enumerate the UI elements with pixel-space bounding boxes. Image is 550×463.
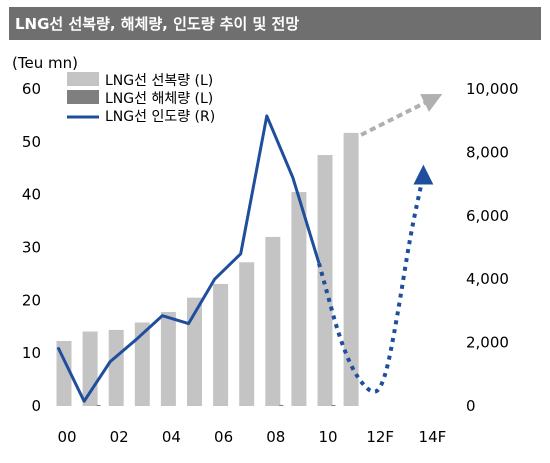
scrapping-bar — [279, 404, 284, 406]
unit-label: (Teu mn) — [12, 54, 78, 72]
x-tick-label: 14F — [419, 428, 447, 446]
capacity-bar — [134, 322, 150, 406]
left-tick-label: 0 — [31, 397, 41, 415]
x-tick-label: 10 — [318, 428, 337, 446]
x-tick-label: 00 — [57, 428, 76, 446]
x-tick-label: 02 — [110, 428, 129, 446]
scrapping-bar — [96, 405, 101, 406]
deliveries-line — [56, 114, 321, 403]
right-tick-label: 2,000 — [466, 334, 509, 352]
left-tick-label: 50 — [22, 133, 41, 151]
capacity-bar — [291, 192, 307, 406]
capacity-bar — [213, 283, 229, 406]
capacity-bar — [265, 236, 281, 406]
legend: LNG선 선복량 (L) LNG선 해체량 (L) LNG선 인도량 (R) — [67, 72, 215, 125]
capacity-bar — [108, 329, 124, 406]
right-tick-label: 8,000 — [466, 143, 509, 161]
x-tick-label: 04 — [162, 428, 181, 446]
axes: (Teu mn) 0 10 20 30 40 50 60 0 2,000 4,000 6,000 8,0… — [12, 54, 519, 446]
x-tick-label: 06 — [214, 428, 233, 446]
legend-label: LNG선 인도량 (R) — [105, 109, 215, 125]
right-tick-label: 4,000 — [466, 270, 509, 288]
x-tick-label: 12F — [366, 428, 394, 446]
left-tick-label: 20 — [22, 291, 41, 309]
scrapping-bar — [331, 405, 336, 406]
capacity-forecast-arrow — [360, 94, 443, 137]
legend-swatch-capacity — [67, 72, 99, 86]
left-tick-label: 10 — [22, 344, 41, 362]
capacity-bar — [187, 297, 202, 406]
capacity-bar — [239, 262, 255, 406]
lines — [56, 94, 443, 403]
capacity-bar — [160, 311, 176, 406]
capacity-bar — [343, 132, 359, 406]
right-tick-label: 0 — [466, 397, 476, 415]
legend-swatch-scrapping — [67, 90, 99, 104]
left-tick-label: 60 — [22, 80, 41, 98]
legend-label: LNG선 해체량 (L) — [105, 91, 213, 107]
bars — [56, 132, 359, 406]
right-tick-label: 10,000 — [466, 80, 519, 98]
x-tick-label: 08 — [266, 428, 285, 446]
title-bar: LNG선 선복량, 해체량, 인도량 추이 및 전망 — [9, 7, 541, 40]
deliveries-forecast-line — [317, 164, 432, 394]
legend-label: LNG선 선복량 (L) — [105, 73, 213, 89]
capacity-bar — [56, 341, 72, 406]
left-tick-label: 40 — [22, 186, 41, 204]
right-tick-label: 6,000 — [466, 207, 509, 225]
left-tick-label: 30 — [22, 239, 41, 257]
chart-title: LNG선 선복량, 해체량, 인도량 추이 및 전망 — [15, 15, 300, 33]
